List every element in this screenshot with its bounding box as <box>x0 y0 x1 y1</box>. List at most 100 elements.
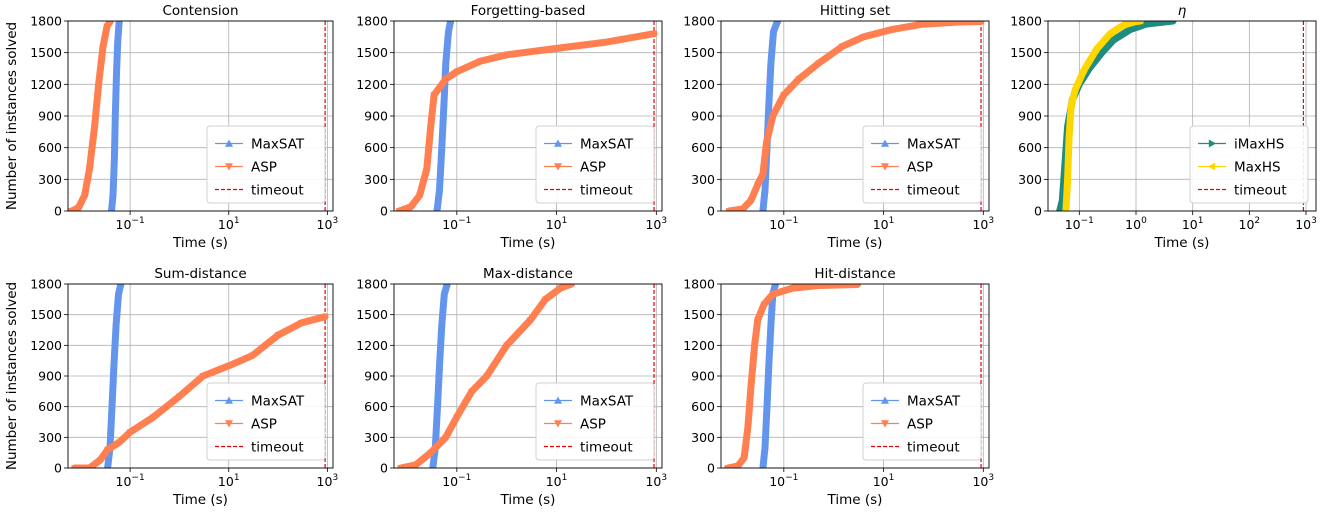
legend-box <box>862 382 982 461</box>
data-point-maxsat <box>440 101 448 109</box>
data-point-asp <box>569 284 574 288</box>
data-point-maxsat <box>440 290 448 298</box>
data-point-asp <box>602 39 610 46</box>
data-point-maxsat <box>113 70 121 77</box>
x-tick-label: 101 <box>218 216 240 232</box>
data-point-asp <box>740 454 748 462</box>
y-tick-label: 1500 <box>683 45 715 60</box>
data-point-maxsat <box>110 154 118 162</box>
y-tick-label: 900 <box>1018 109 1042 124</box>
data-point-asp <box>789 285 797 292</box>
x-tick-label: 103 <box>317 216 339 232</box>
y-tick-label: 1500 <box>30 45 62 60</box>
data-point-asp <box>739 206 747 211</box>
legend-box <box>862 125 982 204</box>
y-tick-label: 600 <box>691 140 715 155</box>
plot-area <box>1056 21 1177 211</box>
legend-label: iMaxHS <box>1234 137 1284 153</box>
legend-swatch-marker <box>881 396 889 404</box>
chart-title: Max-distance <box>483 266 573 282</box>
x-tick-label: 103 <box>317 473 339 489</box>
y-tick-label: 1200 <box>30 77 62 92</box>
data-point-maxhs <box>1136 21 1144 25</box>
legend-label: ASP <box>907 160 933 176</box>
data-point-asp <box>724 465 732 468</box>
chart-title: Hit-distance <box>814 266 895 282</box>
legend-label: MaxHS <box>1234 160 1281 176</box>
data-point-asp <box>838 43 846 50</box>
x-tick-label: 102 <box>1239 216 1261 232</box>
y-tick-label: 600 <box>364 399 388 414</box>
data-point-maxhs <box>1071 86 1079 94</box>
data-point-maxsat <box>117 284 125 287</box>
data-point-asp <box>71 465 79 468</box>
y-tick-label: 1800 <box>30 14 62 29</box>
chart-panel-5: 0 300 600 900 1200 1500 1800 10−1 101 103 Sum-dist… <box>4 266 338 508</box>
data-point-asp <box>542 296 550 303</box>
data-point-asp <box>888 26 896 33</box>
legend-label: timeout <box>580 183 633 199</box>
data-point-asp <box>423 165 431 173</box>
data-point-asp <box>751 342 759 349</box>
data-point-maxsat <box>765 362 773 369</box>
y-tick-label: 900 <box>364 109 388 124</box>
y-tick-label: 900 <box>364 369 388 384</box>
data-point-asp <box>759 171 767 178</box>
data-point-asp <box>760 301 768 308</box>
data-point-maxsat <box>109 191 117 198</box>
x-axis-label: Time (s) <box>500 235 556 251</box>
legend: MaxSAT ASP timeout <box>862 382 982 461</box>
legend-label: timeout <box>907 440 960 456</box>
data-point-asp <box>557 285 565 292</box>
legend: MaxSAT ASP timeout <box>535 125 655 204</box>
legend-label: timeout <box>251 440 304 456</box>
data-point-maxhs <box>1092 46 1100 53</box>
y-tick-label: 900 <box>691 369 715 384</box>
plot-area <box>395 21 658 211</box>
data-point-maxsat <box>760 464 765 468</box>
data-point-asp <box>526 316 534 324</box>
x-tick-label: 103 <box>1295 216 1317 232</box>
data-point-maxhs <box>1080 67 1087 75</box>
data-point-asp <box>68 208 76 211</box>
y-axis-label: Number of instances solved <box>4 282 20 470</box>
x-axis-label: Time (s) <box>172 492 228 508</box>
legend-swatch-marker <box>554 420 562 428</box>
y-tick-label: 300 <box>38 430 62 445</box>
data-point-asp <box>503 342 511 349</box>
data-point-maxsat <box>442 59 450 67</box>
data-point-asp <box>978 21 984 26</box>
data-point-asp <box>795 76 803 83</box>
data-point-asp <box>754 181 762 189</box>
legend-swatch-marker <box>554 139 562 147</box>
data-point-asp <box>115 439 123 446</box>
data-point-asp <box>199 373 207 380</box>
data-point-maxsat <box>114 290 122 298</box>
data-point-imaxhs <box>1059 196 1066 204</box>
data-point-asp <box>650 30 658 38</box>
data-point-maxsat <box>438 321 446 328</box>
y-tick-label: 300 <box>38 172 62 187</box>
data-point-asp <box>468 388 476 395</box>
legend-box <box>535 125 655 204</box>
y-tick-label: 600 <box>1018 140 1042 155</box>
data-point-asp <box>860 34 868 41</box>
data-point-maxsat <box>438 144 446 151</box>
data-point-maxsat <box>109 207 114 211</box>
data-point-asp <box>108 21 113 25</box>
y-tick-label: 300 <box>364 172 388 187</box>
legend: MaxSAT ASP timeout <box>206 125 326 204</box>
legend-box <box>535 382 655 461</box>
legend-box <box>206 125 326 204</box>
data-point-asp <box>91 123 99 131</box>
data-point-maxsat <box>763 403 771 410</box>
data-point-maxsat <box>447 21 455 24</box>
data-point-asp <box>104 446 112 454</box>
axes-frame <box>393 20 663 212</box>
data-point-maxsat <box>111 112 119 119</box>
x-axis-label: Time (s) <box>1154 235 1210 251</box>
y-tick-label: 0 <box>1034 204 1042 219</box>
y-tick-label: 300 <box>1018 172 1042 187</box>
data-point-asp <box>763 139 771 146</box>
